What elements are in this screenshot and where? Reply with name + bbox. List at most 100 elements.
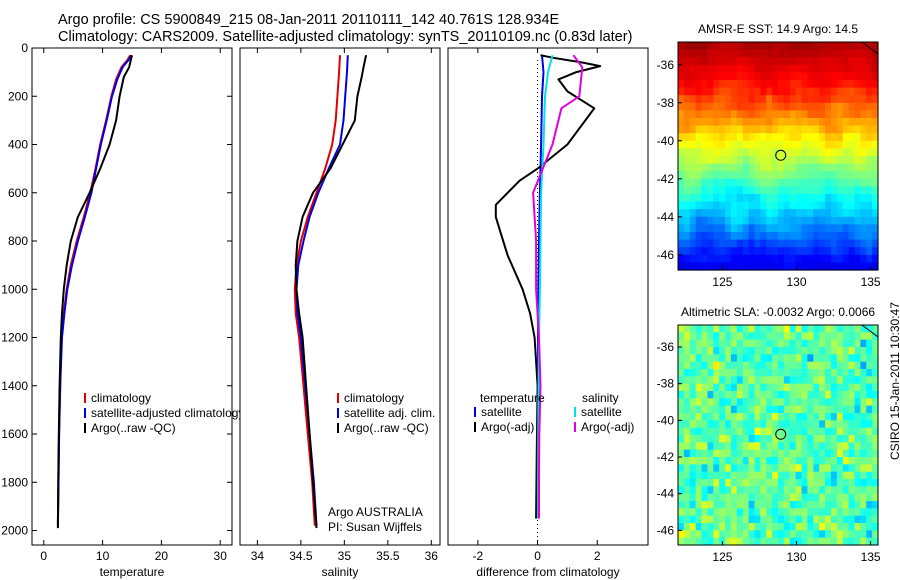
- sla_map-cell: [772, 508, 779, 517]
- sst_map-cell: [701, 156, 709, 165]
- sst_map-cell: [760, 49, 767, 58]
- sst_map-cell: [772, 247, 779, 256]
- sst_map-cell: [813, 133, 820, 142]
- sla_map-cell: [701, 427, 709, 436]
- sla_map-cell: [801, 391, 809, 399]
- sst_map-cell: [730, 201, 738, 210]
- sst_map-cell: [801, 64, 809, 73]
- sla_map-cell: [736, 530, 744, 539]
- sst_map-cell: [760, 110, 767, 119]
- sla_map-cell: [683, 420, 691, 429]
- sla_map-cell: [825, 479, 832, 487]
- temperature-xtick-label: 30: [214, 549, 228, 563]
- sst_map-cell: [860, 102, 867, 111]
- sst_map-cell: [683, 194, 691, 203]
- sla_map-cell: [748, 413, 756, 421]
- sst_map-cell: [801, 201, 809, 210]
- sla_map-cell: [707, 369, 714, 377]
- sla_map-cell: [783, 515, 791, 524]
- sla_map-cell: [754, 464, 761, 473]
- sla_map-cell: [730, 515, 738, 524]
- sst_map-cell: [860, 247, 867, 256]
- sla_map-cell: [830, 332, 838, 341]
- sst_map-cell: [813, 224, 820, 233]
- sla_map-cell: [830, 537, 838, 546]
- sst_map-cell: [678, 118, 685, 127]
- sla_map-cell: [789, 339, 797, 348]
- sst_map-cell: [760, 80, 767, 89]
- sla_map-cell: [683, 369, 691, 377]
- sst_map-cell: [819, 102, 826, 111]
- sla_map-cell: [819, 332, 826, 341]
- sst_map-cell: [719, 57, 726, 66]
- sla_map-cell: [713, 413, 720, 421]
- sst_map-cell: [713, 239, 720, 248]
- sla_map-cell: [783, 369, 791, 377]
- sst_map-cell: [860, 57, 867, 66]
- sst_map-cell: [772, 262, 779, 271]
- sst_map-cell: [789, 171, 797, 180]
- sst_map-cell: [848, 148, 856, 157]
- sla_map-cell: [695, 376, 703, 385]
- sla_map-cell: [783, 325, 791, 333]
- figure-title-line1: Argo profile: CS 5900849_215 08-Jan-2011…: [58, 12, 560, 28]
- sla_map-cell: [854, 361, 861, 370]
- sst_map-cell: [848, 133, 856, 142]
- sst_map-cell: [807, 118, 814, 127]
- salinity-xtick-label: 36: [425, 549, 439, 563]
- sla_map-cell: [825, 405, 832, 414]
- sst_map-cell: [813, 125, 820, 134]
- sst_map-cell: [778, 133, 785, 142]
- sla_map-cell: [854, 537, 861, 546]
- sst_map-cell: [689, 262, 697, 271]
- sst_map-cell: [689, 239, 697, 248]
- sst_map-cell: [789, 209, 797, 218]
- sst_map-cell: [760, 232, 767, 241]
- sla_map-xtick-label: 130: [787, 550, 807, 564]
- sla_map-cell: [783, 391, 791, 399]
- sst_map-cell: [813, 80, 820, 89]
- sla_map-cell: [701, 332, 709, 341]
- sla_map-cell: [678, 515, 685, 524]
- sla_map-cell: [860, 442, 867, 451]
- sst_map-cell: [689, 133, 697, 142]
- sst_map-cell: [854, 125, 861, 134]
- sla_map-cell: [807, 339, 814, 348]
- sst_map-cell: [836, 224, 844, 233]
- sst_map-cell: [836, 102, 844, 111]
- sst_map-cell: [678, 216, 685, 225]
- sst_map-cell: [713, 194, 720, 203]
- sst_map-cell: [701, 163, 709, 172]
- sla_map-cell: [778, 508, 785, 517]
- sla_map-cell: [825, 383, 832, 392]
- sst_map-cell: [730, 110, 738, 119]
- sst_map-cell: [754, 133, 761, 142]
- sla_map-cell: [783, 449, 791, 458]
- sst_map-cell: [683, 262, 691, 271]
- sla_map-cell: [707, 486, 714, 495]
- sla_map-cell: [830, 442, 838, 451]
- sst_map-cell: [860, 125, 867, 134]
- sla_map-cell: [719, 464, 726, 473]
- sst_map-cell: [866, 118, 873, 127]
- sla_map-cell: [819, 464, 826, 473]
- sla_map-cell: [713, 339, 720, 348]
- sst_map-cell: [830, 201, 838, 210]
- sla_map-cell: [695, 339, 703, 348]
- sla_map-cell: [736, 435, 744, 443]
- sla_map-cell: [725, 486, 732, 495]
- sla_map-cell: [719, 347, 726, 355]
- sla_map-cell: [713, 464, 720, 473]
- sst_map-cell: [695, 163, 703, 172]
- sla_map-cell: [795, 332, 803, 341]
- sst_map-cell: [825, 42, 832, 51]
- sla_map-cell: [866, 376, 873, 385]
- sla_map-cell: [866, 354, 873, 363]
- sst_map-cell: [683, 110, 691, 119]
- sst_map-cell: [825, 102, 832, 111]
- sla_map-cell: [736, 471, 744, 480]
- sla_map-cell: [725, 457, 732, 465]
- sla_map-cell: [866, 369, 873, 377]
- sla_map-cell: [825, 435, 832, 443]
- sst_map-cell: [842, 87, 850, 96]
